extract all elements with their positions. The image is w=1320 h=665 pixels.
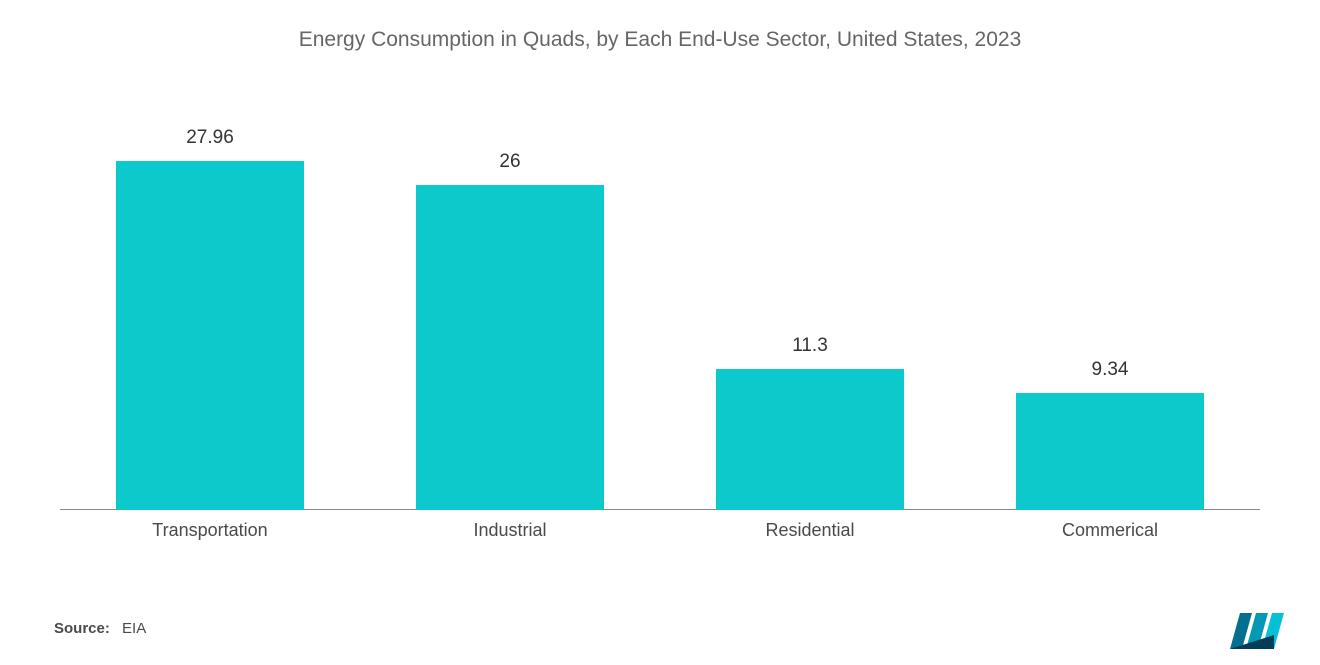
source-footer: Source: EIA: [54, 620, 146, 637]
chart-plot-area: 27.96 26 11.3 9.34: [60, 110, 1260, 510]
bar-value-label: 27.96: [186, 127, 234, 149]
x-axis-label: Commerical: [972, 520, 1248, 541]
x-axis-label: Industrial: [372, 520, 648, 541]
x-axis-label: Residential: [672, 520, 948, 541]
brand-logo-icon: [1228, 609, 1290, 653]
source-label: Source:: [54, 620, 110, 637]
source-value: EIA: [122, 620, 146, 637]
bar-group: 27.96: [72, 110, 348, 510]
bar-value-label: 9.34: [1092, 359, 1129, 381]
bar-value-label: 26: [499, 151, 520, 173]
bar-group: 11.3: [672, 110, 948, 510]
bar-rect: [716, 369, 904, 510]
bar-value-label: 11.3: [792, 335, 828, 357]
chart-title: Energy Consumption in Quads, by Each End…: [0, 0, 1320, 52]
x-axis-label: Transportation: [72, 520, 348, 541]
bar-group: 9.34: [972, 110, 1248, 510]
bar-rect: [416, 185, 604, 510]
x-axis-labels: Transportation Industrial Residential Comme…: [60, 520, 1260, 541]
bar-rect: [1016, 393, 1204, 510]
bars-container: 27.96 26 11.3 9.34: [60, 110, 1260, 510]
bar-group: 26: [372, 110, 648, 510]
bar-rect: [116, 161, 304, 511]
